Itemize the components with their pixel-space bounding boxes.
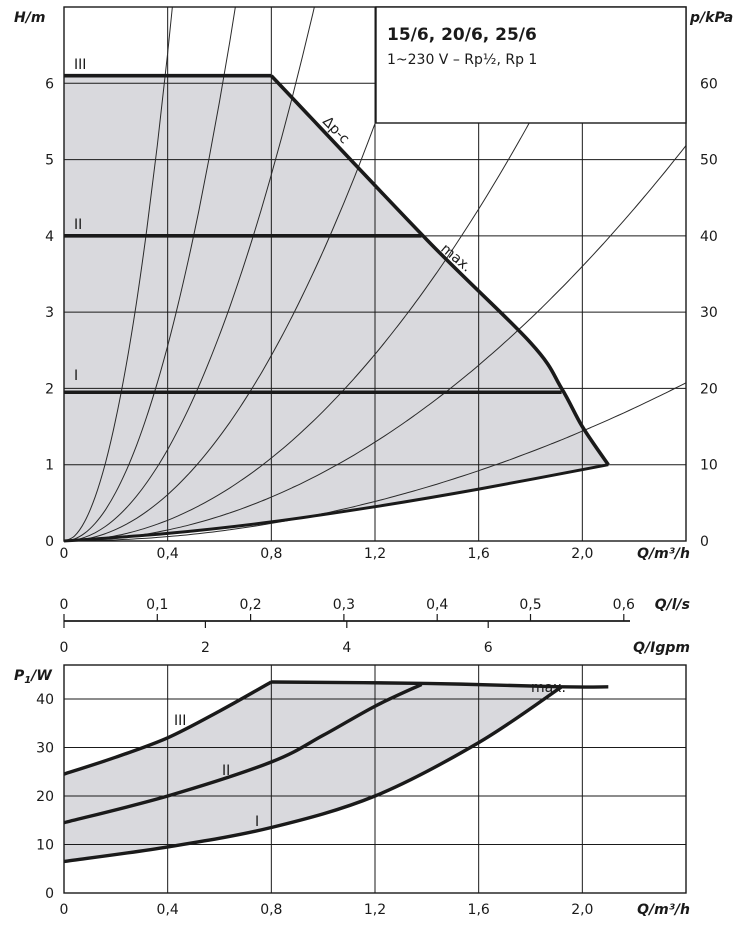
top-x-axis-title: Q/m³/h	[637, 546, 690, 562]
bottom-x-tick-label: 1,2	[364, 902, 386, 918]
system-curve-line	[64, 7, 173, 541]
bottom-series-line	[63, 682, 423, 825]
top-plot-frame	[63, 6, 687, 542]
ls-tick-label: 0,3	[333, 597, 355, 613]
igpm-tick-label: 6	[484, 640, 493, 656]
bottom-series	[63, 680, 609, 864]
top-y-tick-label: 6	[45, 76, 54, 92]
top-y-tick-label: 2	[45, 381, 54, 397]
ls-tick-label: 0,4	[426, 597, 448, 613]
bottom-x-tick-label: 0	[60, 902, 69, 918]
top-series-line	[269, 74, 610, 466]
top-x-tick-label: 1,2	[364, 546, 386, 562]
bottom-y-tick-label: 40	[36, 692, 54, 708]
igpm-tick-label: 0	[60, 640, 69, 656]
bottom-y-tick-label: 30	[36, 740, 54, 756]
label-power-III: III	[174, 713, 186, 729]
ls-tick-label: 0,1	[146, 597, 168, 613]
top-y-ticks: 0 1 2 3 4 5 6	[45, 76, 54, 550]
top-y-tick-label: 0	[45, 534, 54, 550]
system-curve-line	[64, 145, 686, 541]
top-y-tick-label: 5	[45, 153, 54, 169]
top-x-tick-label: 2,0	[571, 546, 593, 562]
system-curve-line	[64, 7, 236, 541]
bottom-x-tick-label: 0,4	[157, 902, 179, 918]
top-x-tick-label: 0,4	[157, 546, 179, 562]
label-curve-I: I	[74, 368, 78, 384]
bottom-x-tick-label: 1,6	[468, 902, 490, 918]
top-y-tick-label: 1	[45, 458, 54, 474]
top-series	[63, 73, 610, 543]
igpm-tick-label: 4	[342, 640, 351, 656]
operating-area	[64, 75, 609, 542]
flow-ls-axis: 0 0,1 0,2 0,3 0,4 0,5 0,6 Q/l/s	[60, 597, 690, 622]
bottom-plot-frame	[63, 664, 687, 894]
bottom-x-tick-label: 0,8	[260, 902, 282, 918]
top-y-right-tick-label: 40	[700, 229, 718, 245]
top-x-tick-label: 0	[60, 546, 69, 562]
top-y-right-tick-label: 50	[700, 153, 718, 169]
top-y-tick-label: 3	[45, 305, 54, 321]
ls-axis-title: Q/l/s	[655, 597, 690, 613]
bottom-x-tick-label: 2,0	[571, 902, 593, 918]
legend-box: 15/6, 20/6, 25/6 1~230 V – Rp½, Rp 1	[375, 6, 687, 124]
label-power-I: I	[255, 814, 259, 830]
top-y-right-tick-label: 20	[700, 381, 718, 397]
top-x-tick-label: 1,6	[468, 546, 490, 562]
igpm-axis-title: Q/Igpm	[633, 640, 690, 656]
legend-title: 15/6, 20/6, 25/6	[387, 25, 537, 45]
ls-tick-label: 0,6	[613, 597, 635, 613]
flow-igpm-axis: 0 2 4 6 Q/Igpm	[60, 620, 690, 656]
top-x-ticks: 0 0,4 0,8 1,2 1,6 2,0	[60, 546, 594, 562]
bottom-series-line	[271, 680, 609, 689]
bottom-y-tick-label: 10	[36, 837, 54, 853]
top-y-right-tick-label: 60	[700, 76, 718, 92]
bottom-y-ticks: 0 10 20 30 40	[36, 692, 54, 902]
top-series-line	[63, 463, 609, 543]
system-curve-line	[64, 382, 686, 541]
ls-tick-label: 0,2	[239, 597, 261, 613]
top-y-tick-label: 4	[45, 229, 54, 245]
power-operating-area	[64, 682, 562, 862]
top-y-right-ticks: 0 10 20 30 40 50 60	[700, 76, 718, 550]
ls-tick-label: 0,5	[519, 597, 541, 613]
system-curve-line	[64, 7, 315, 541]
top-y-right-axis-title: p/kPa	[689, 10, 733, 26]
bottom-series-line	[63, 680, 273, 776]
head-flow-chart: 15/6, 20/6, 25/6 1~230 V – Rp½, Rp 1 Δp-…	[14, 6, 733, 562]
label-curve-III: III	[74, 57, 86, 73]
system-curves	[64, 7, 686, 541]
top-y-axis-title: H/m	[14, 10, 45, 26]
bottom-x-ticks: 0 0,4 0,8 1,2 1,6 2,0	[60, 902, 594, 918]
legend-subtitle: 1~230 V – Rp½, Rp 1	[387, 52, 537, 68]
label-power-II: II	[222, 763, 230, 779]
power-flow-chart: III II I max. 0 0,4 0,8 1,2 1,6 2,0 0 10 20 30 40…	[14, 664, 690, 918]
top-y-right-tick-label: 10	[700, 458, 718, 474]
top-y-right-tick-label: 30	[700, 305, 718, 321]
bottom-y-axis-title: P1/W	[14, 668, 52, 686]
igpm-tick-label: 2	[201, 640, 210, 656]
bottom-x-axis-title: Q/m³/h	[637, 902, 690, 918]
label-max-bottom: max.	[531, 680, 566, 696]
label-curve-II: II	[74, 217, 82, 233]
top-x-tick-label: 0,8	[260, 546, 282, 562]
top-y-right-tick-label: 0	[700, 534, 709, 550]
bottom-y-tick-label: 0	[45, 886, 54, 902]
bottom-series-line	[63, 685, 563, 864]
ls-tick-label: 0	[60, 597, 69, 613]
bottom-y-tick-label: 20	[36, 789, 54, 805]
